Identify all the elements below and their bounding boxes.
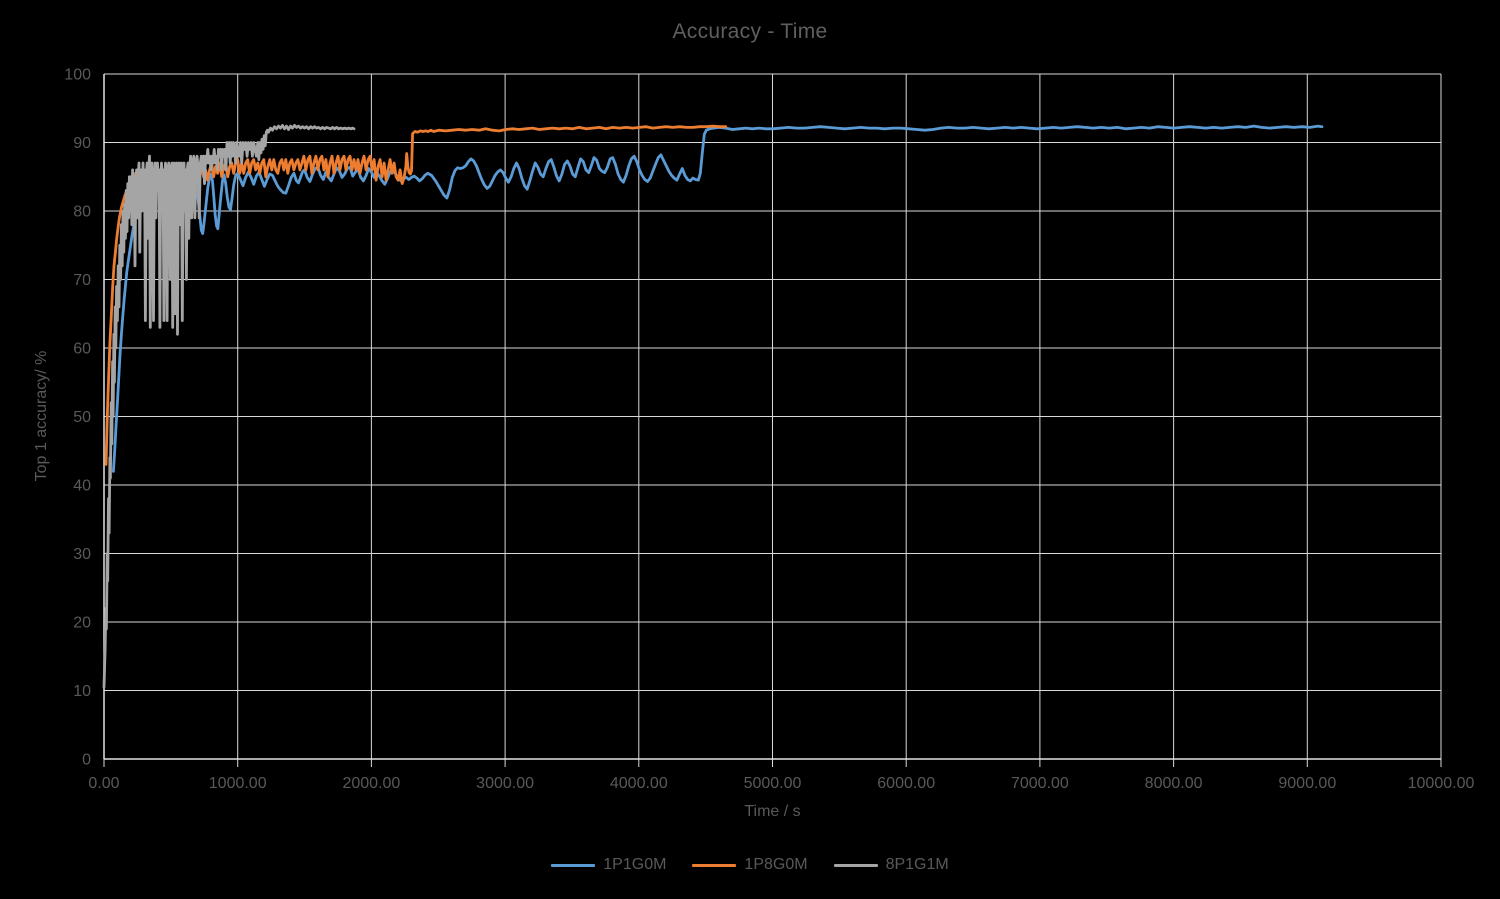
x-axis-title: Time / s [744, 803, 801, 820]
legend-line-swatch [551, 863, 596, 867]
legend-label: 1P8G0M [744, 856, 808, 873]
x-tick-label: 0.00 [88, 775, 119, 792]
legend: 1P1G0M 1P8G0M 8P1G1M [0, 856, 1500, 874]
legend-item-8p1g1m: 8P1G1M [833, 856, 949, 874]
legend-label: 1P1G0M [603, 856, 667, 873]
y-tick-label: 90 [73, 135, 91, 152]
y-tick-label: 50 [73, 409, 91, 426]
y-tick-label: 10 [73, 683, 91, 700]
x-tick-label: 1000.00 [209, 775, 267, 792]
x-tick-label: 7000.00 [1011, 775, 1069, 792]
x-tick-label: 3000.00 [476, 775, 534, 792]
x-tick-label: 4000.00 [610, 775, 668, 792]
series-line-8p1g1m [102, 124, 356, 689]
chart-title: Accuracy - Time [672, 20, 828, 43]
x-tick-label: 6000.00 [877, 775, 935, 792]
y-tick-label: 0 [82, 752, 91, 769]
legend-line-swatch [692, 863, 737, 867]
x-tick-label: 5000.00 [744, 775, 802, 792]
y-tick-label: 80 [73, 204, 91, 221]
legend-line-swatch [833, 863, 878, 867]
y-axis-title: Top 1 accuracy/ % [33, 350, 50, 482]
y-tick-label: 30 [73, 546, 91, 563]
legend-label: 8P1G1M [885, 856, 949, 873]
x-tick-label: 10000.00 [1408, 775, 1475, 792]
y-tick-label: 70 [73, 272, 91, 289]
x-tick-label: 9000.00 [1278, 775, 1336, 792]
x-tick-label: 8000.00 [1145, 775, 1203, 792]
y-tick-label: 60 [73, 341, 91, 358]
legend-item-1p1g0m: 1P1G0M [551, 856, 666, 874]
x-tick-label: 2000.00 [342, 775, 400, 792]
legend-item-1p8g0m: 1P8G0M [692, 856, 808, 874]
y-tick-label: 100 [64, 67, 91, 84]
y-tick-label: 20 [73, 615, 91, 632]
y-tick-label: 40 [73, 478, 91, 495]
series-line-1p1g0m [112, 124, 1324, 473]
